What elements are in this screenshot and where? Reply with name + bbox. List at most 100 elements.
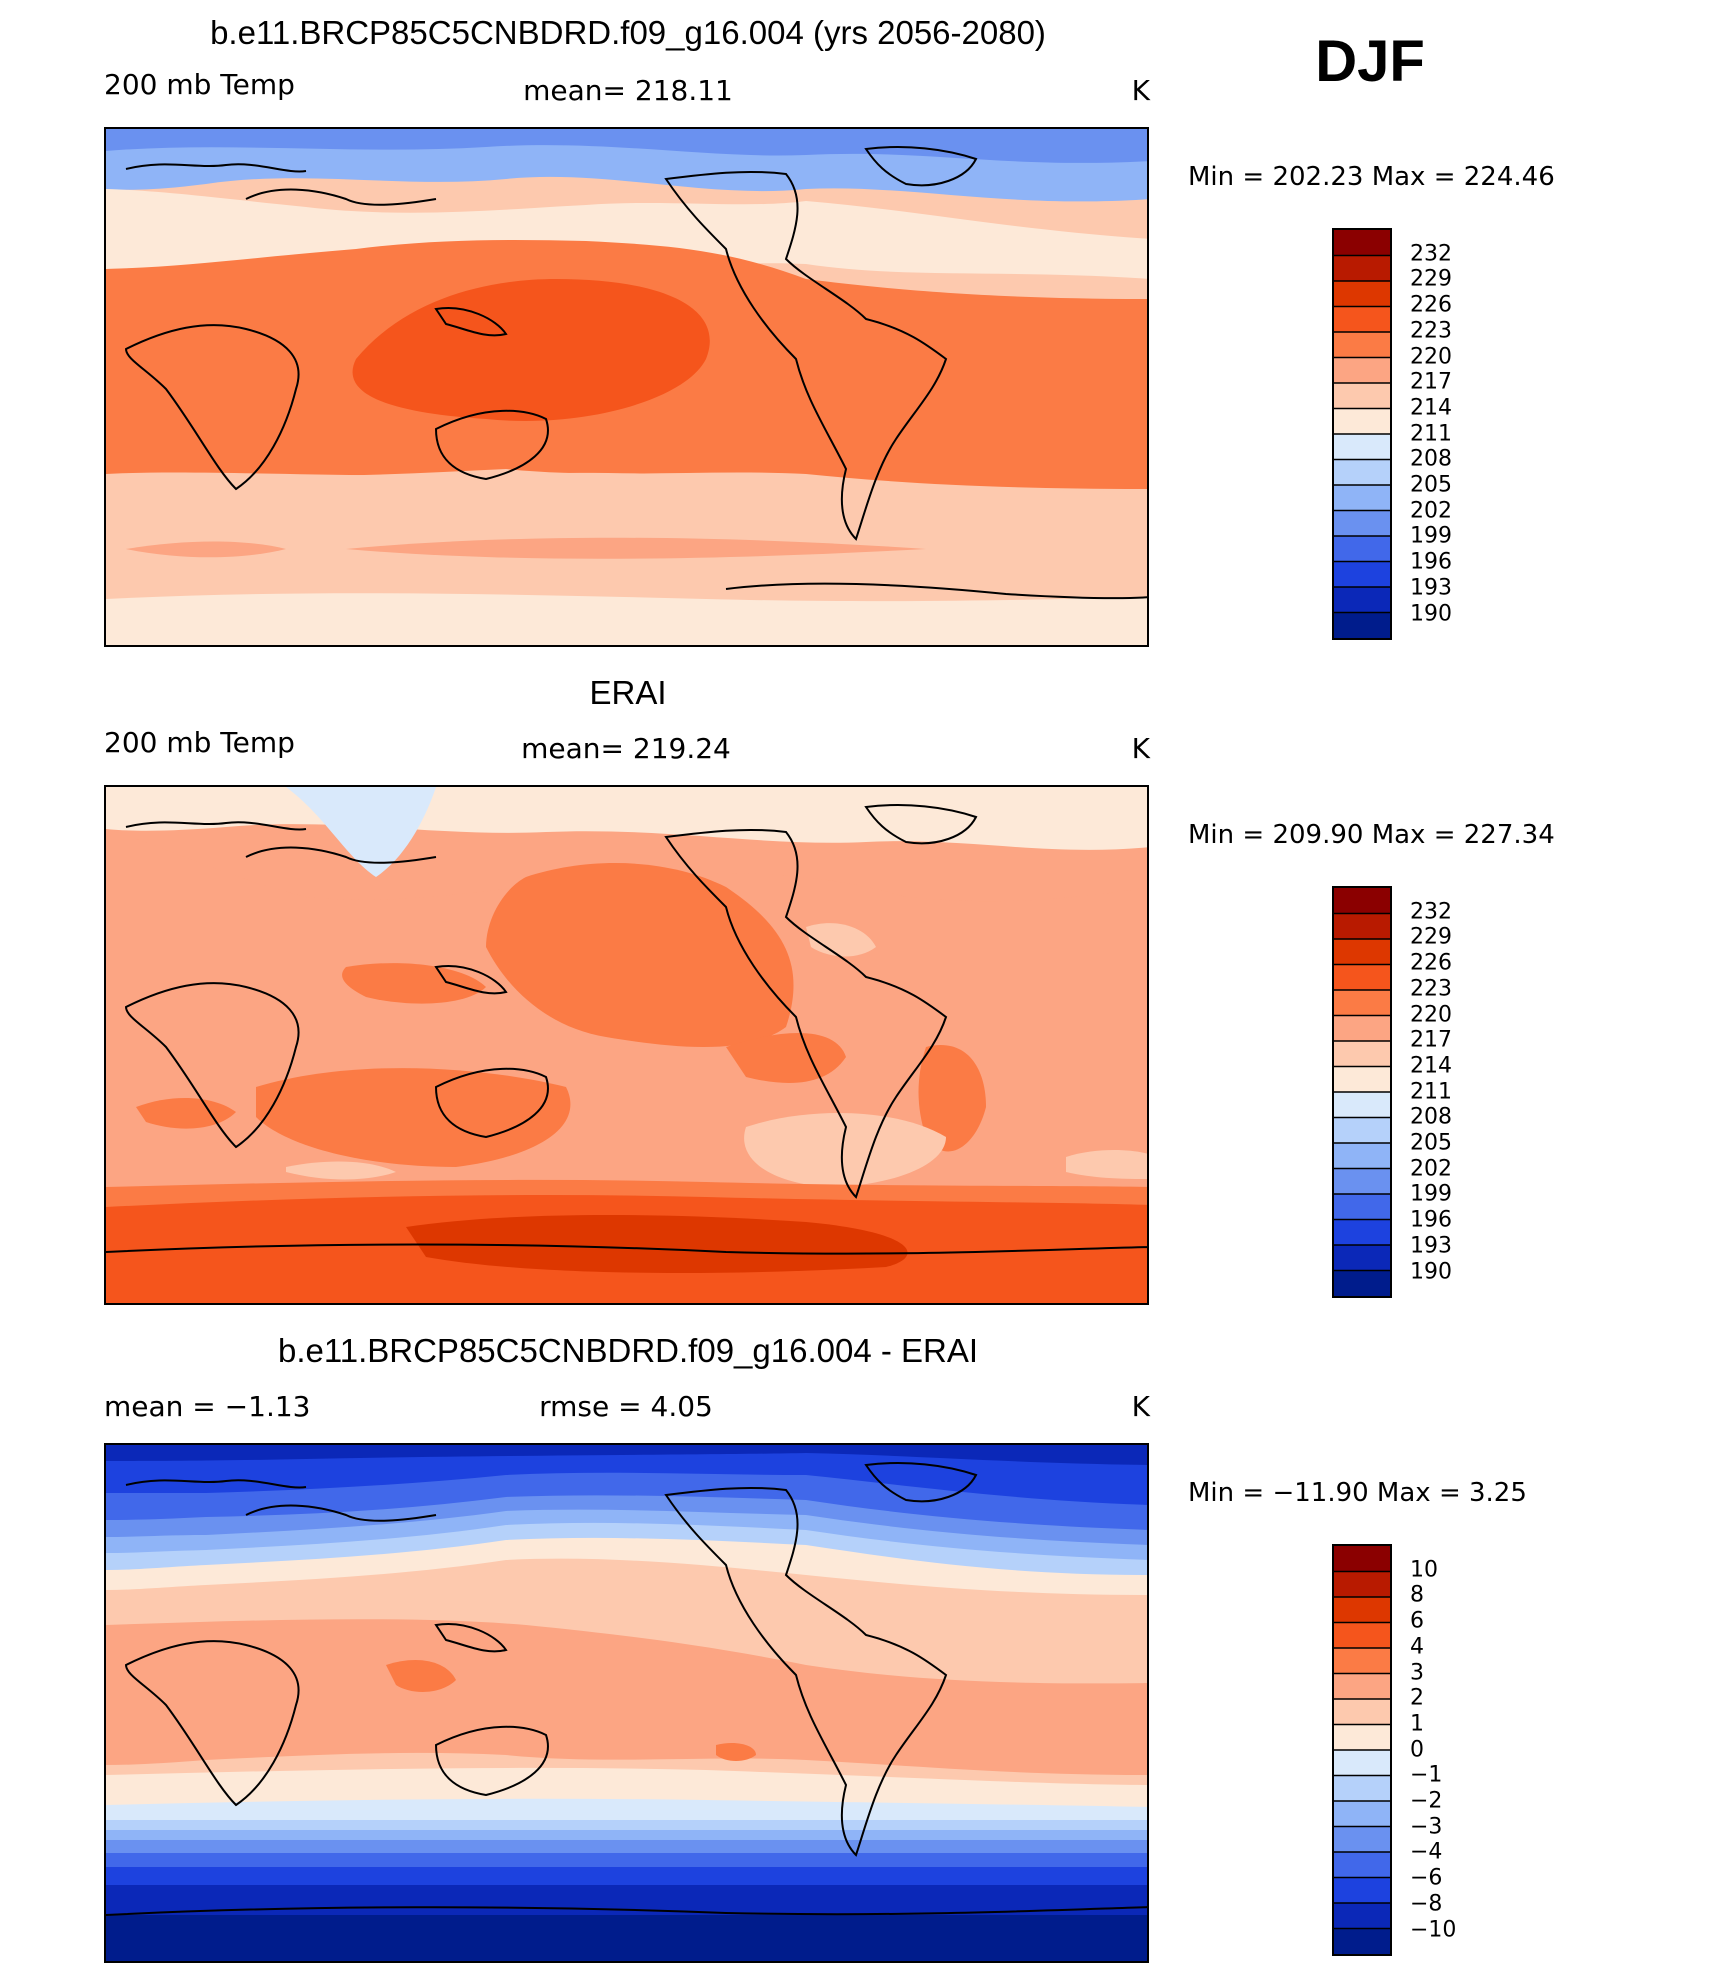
- colorbar-swatch: [1334, 408, 1390, 435]
- colorbar-tick-label: 208: [1410, 1104, 1452, 1130]
- season-label: DJF: [1315, 29, 1425, 94]
- colorbar-tick-label: 205: [1410, 472, 1452, 498]
- panel1-map: [104, 127, 1149, 647]
- panel1-unit: K: [1131, 74, 1150, 107]
- colorbar-tick-label: 202: [1410, 498, 1452, 524]
- colorbar-swatch: [1334, 1117, 1390, 1144]
- colorbar-swatch: [1334, 357, 1390, 384]
- colorbar-tick-label: 190: [1410, 601, 1452, 626]
- panel2-unit: K: [1131, 732, 1150, 765]
- colorbar-tick-label: 208: [1410, 446, 1452, 472]
- colorbar-swatch: [1334, 1928, 1390, 1954]
- colorbar-tick-label: 8: [1410, 1582, 1424, 1608]
- panel3-colorbar: [1332, 1544, 1392, 1956]
- colorbar-swatch: [1334, 587, 1390, 613]
- colorbar-swatch: [1334, 1270, 1390, 1296]
- colorbar-swatch: [1334, 612, 1390, 638]
- colorbar-swatch: [1334, 888, 1390, 914]
- colorbar-swatch: [1334, 1194, 1390, 1220]
- colorbar-tick-label: 214: [1410, 395, 1452, 421]
- colorbar-swatch: [1334, 1775, 1390, 1802]
- panel2-title: ERAI: [589, 674, 667, 711]
- panel3-rmse: rmse = 4.05: [539, 1390, 713, 1423]
- panel1-colorbar: [1332, 228, 1392, 640]
- panel3-unit: K: [1131, 1390, 1150, 1423]
- panel2-minmax: Min = 209.90 Max = 227.34: [1188, 820, 1555, 850]
- colorbar-tick-label: 199: [1410, 523, 1452, 549]
- colorbar-swatch: [1334, 1903, 1390, 1929]
- panel3-minmax: Min = −11.90 Max = 3.25: [1188, 1478, 1527, 1508]
- colorbar-swatch: [1334, 1622, 1390, 1649]
- colorbar-swatch: [1334, 510, 1390, 537]
- colorbar-tick-label: 211: [1410, 421, 1452, 447]
- colorbar-tick-label: 205: [1410, 1130, 1452, 1156]
- colorbar-tick-label: 217: [1410, 1027, 1452, 1053]
- colorbar-tick-label: 229: [1410, 266, 1452, 292]
- colorbar-swatch: [1334, 1750, 1390, 1776]
- panel2-map: [104, 785, 1149, 1305]
- colorbar-tick-label: 190: [1410, 1259, 1452, 1284]
- colorbar-swatch: [1334, 383, 1390, 409]
- colorbar-tick-label: −1: [1410, 1762, 1443, 1788]
- colorbar-swatch: [1334, 281, 1390, 307]
- colorbar-swatch: [1334, 1826, 1390, 1853]
- colorbar-swatch: [1334, 1219, 1390, 1246]
- colorbar-tick-label: 202: [1410, 1156, 1452, 1182]
- colorbar-swatch: [1334, 306, 1390, 333]
- colorbar-tick-label: 196: [1410, 549, 1452, 575]
- panel1-variable-label: 200 mb Temp: [104, 68, 295, 101]
- colorbar-tick-label: 193: [1410, 1233, 1452, 1259]
- colorbar-tick-label: 0: [1410, 1737, 1424, 1763]
- panel3-mean: mean = −1.13: [104, 1390, 311, 1423]
- colorbar-tick-label: 6: [1410, 1608, 1424, 1634]
- panel3-title: b.e11.BRCP85C5CNBDRD.f09_g16.004 - ERAI: [277, 1332, 979, 1369]
- colorbar-tick-label: −10: [1410, 1917, 1457, 1942]
- colorbar-swatch: [1334, 1092, 1390, 1118]
- colorbar-swatch: [1334, 913, 1390, 940]
- colorbar-tick-label: 2: [1410, 1685, 1424, 1711]
- colorbar-tick-label: 1: [1410, 1711, 1424, 1737]
- colorbar-tick-label: 226: [1410, 950, 1452, 976]
- colorbar-swatch: [1334, 1699, 1390, 1725]
- colorbar-tick-label: 193: [1410, 575, 1452, 601]
- colorbar-swatch: [1334, 1168, 1390, 1195]
- colorbar-tick-label: 232: [1410, 899, 1452, 925]
- colorbar-swatch: [1334, 1066, 1390, 1093]
- colorbar-tick-label: 199: [1410, 1181, 1452, 1207]
- colorbar-tick-label: −3: [1410, 1814, 1443, 1840]
- colorbar-tick-label: 223: [1410, 976, 1452, 1002]
- colorbar-swatch: [1334, 1571, 1390, 1598]
- colorbar-swatch: [1334, 990, 1390, 1016]
- colorbar-tick-label: 226: [1410, 292, 1452, 318]
- panel2-variable-label: 200 mb Temp: [104, 726, 295, 759]
- colorbar-tick-label: 232: [1410, 241, 1452, 267]
- colorbar-tick-label: 211: [1410, 1079, 1452, 1105]
- colorbar-tick-label: −4: [1410, 1839, 1443, 1865]
- colorbar-swatch: [1334, 1648, 1390, 1674]
- colorbar-swatch: [1334, 1546, 1390, 1572]
- colorbar-tick-label: 217: [1410, 369, 1452, 395]
- colorbar-swatch: [1334, 255, 1390, 282]
- colorbar-swatch: [1334, 1801, 1390, 1827]
- colorbar-swatch: [1334, 1673, 1390, 1700]
- panel3-map: [104, 1443, 1149, 1963]
- colorbar-swatch: [1334, 230, 1390, 256]
- colorbar-tick-label: 3: [1410, 1660, 1424, 1685]
- colorbar-swatch: [1334, 1724, 1390, 1751]
- colorbar-swatch: [1334, 536, 1390, 562]
- colorbar-tick-label: 196: [1410, 1207, 1452, 1233]
- colorbar-swatch: [1334, 939, 1390, 965]
- colorbar-swatch: [1334, 332, 1390, 358]
- colorbar-swatch: [1334, 1245, 1390, 1271]
- colorbar-tick-label: 223: [1410, 318, 1452, 344]
- panel1-minmax: Min = 202.23 Max = 224.46: [1188, 162, 1555, 192]
- colorbar-tick-label: 229: [1410, 924, 1452, 950]
- colorbar-swatch: [1334, 485, 1390, 511]
- colorbar-swatch: [1334, 1877, 1390, 1904]
- colorbar-tick-label: −8: [1410, 1891, 1443, 1917]
- colorbar-tick-label: 214: [1410, 1053, 1452, 1079]
- colorbar-tick-label: −6: [1410, 1865, 1443, 1891]
- colorbar-swatch: [1334, 1852, 1390, 1878]
- colorbar-tick-label: 10: [1410, 1557, 1438, 1583]
- colorbar-tick-label: 220: [1410, 344, 1452, 369]
